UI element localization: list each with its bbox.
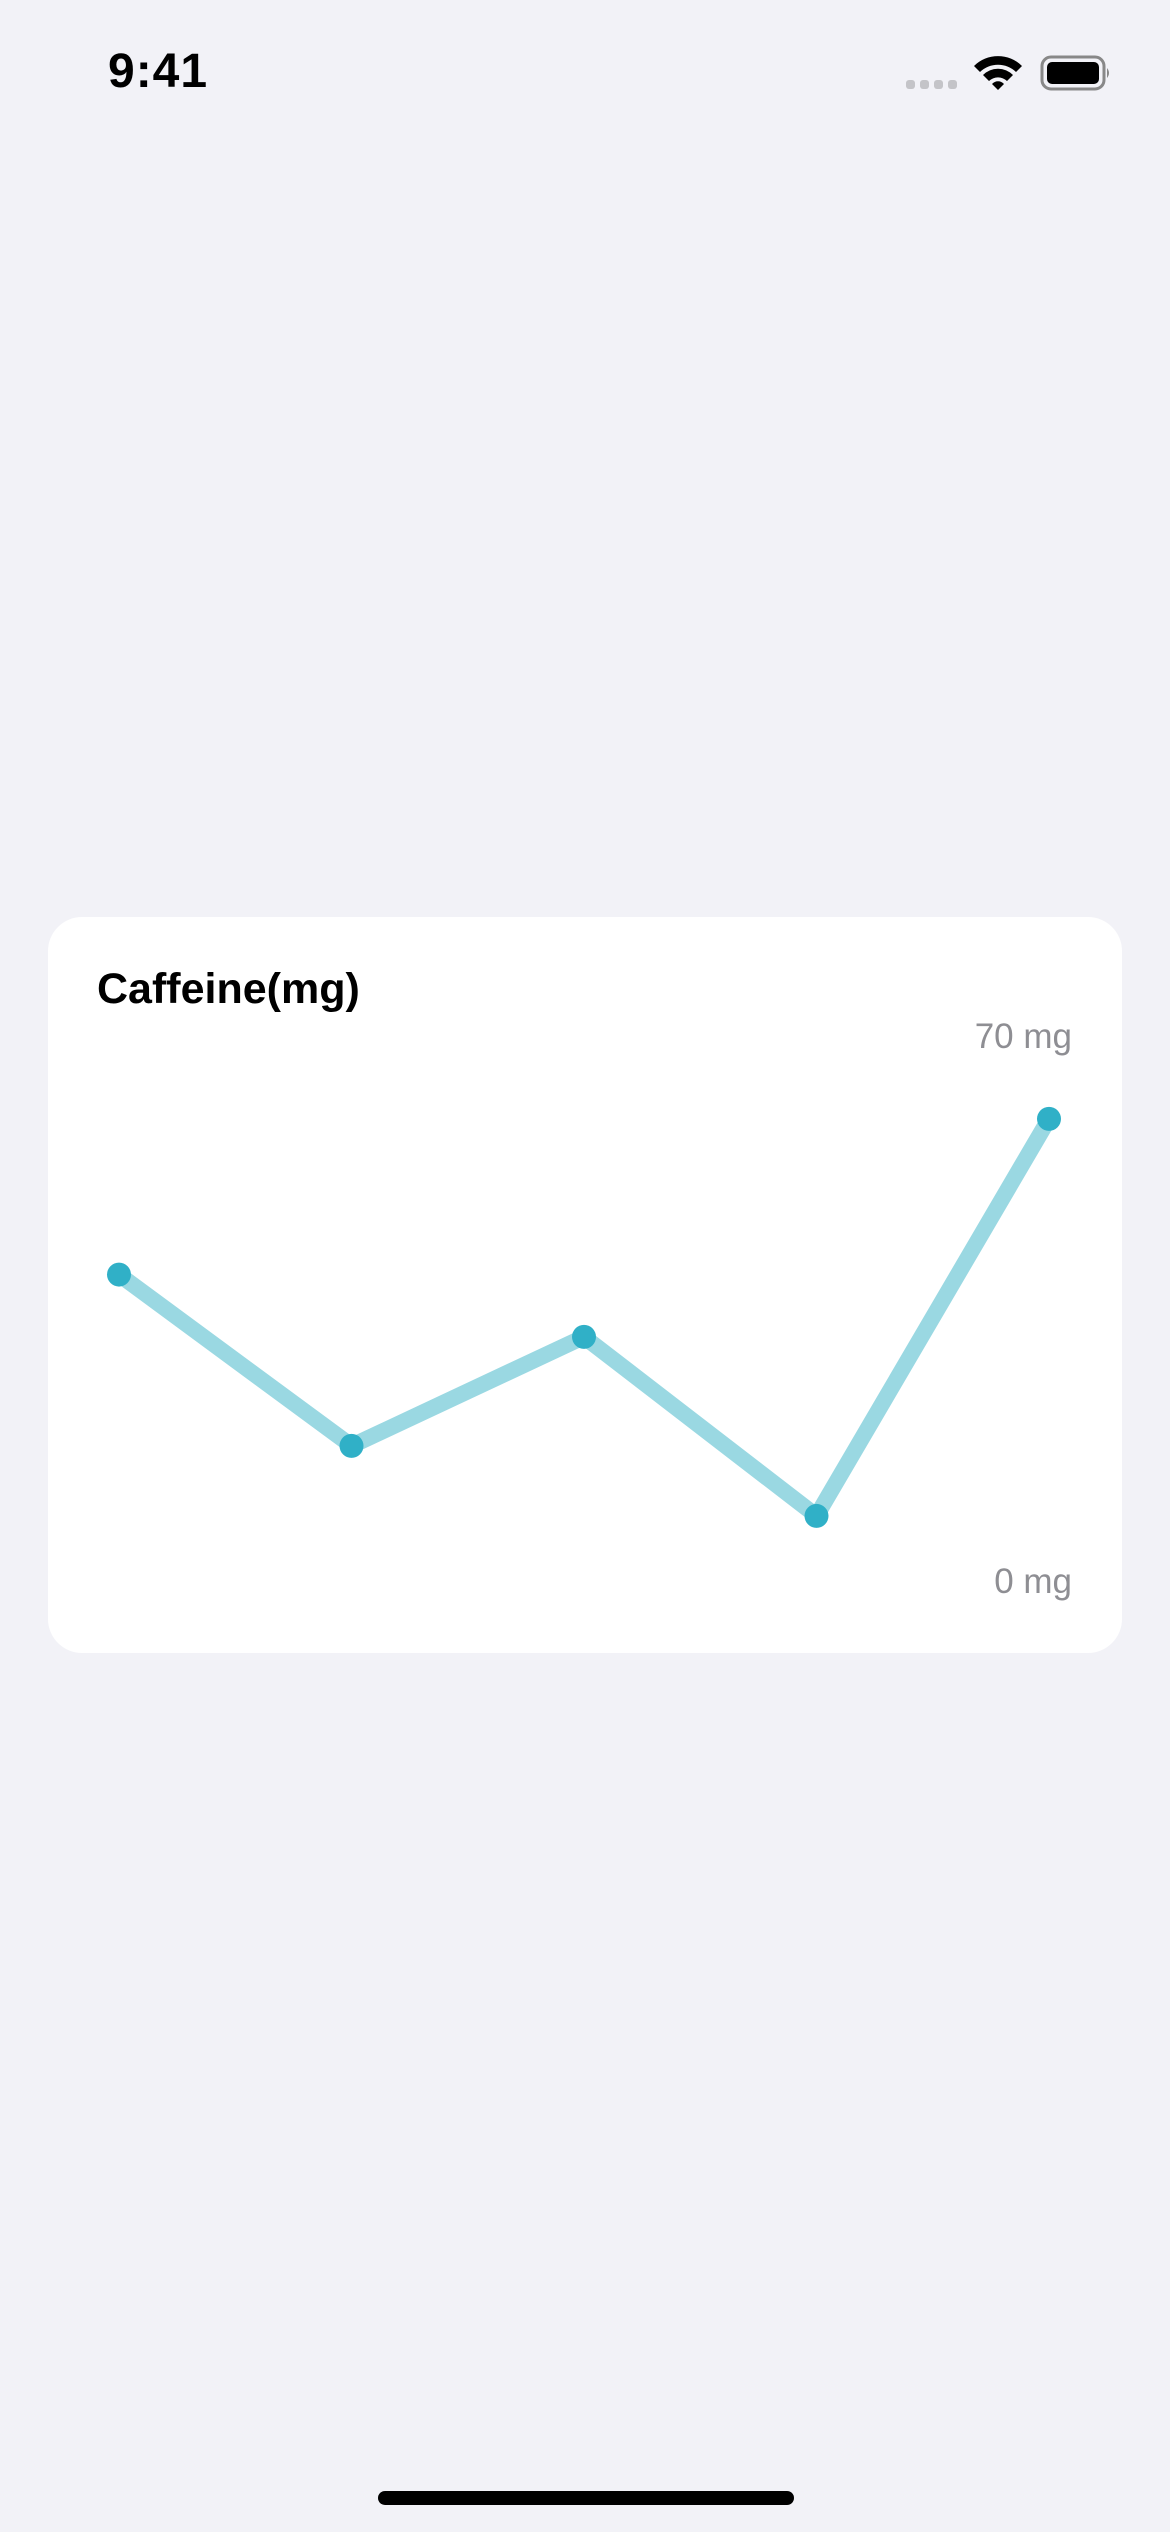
series-line xyxy=(114,1114,1056,1524)
data-point-2 xyxy=(339,1433,364,1458)
data-point-3 xyxy=(572,1324,596,1349)
data-point-4 xyxy=(804,1503,829,1528)
wifi-icon xyxy=(974,56,1022,90)
y-axis-min-label: 0 mg xyxy=(994,1562,1072,1601)
data-point-5 xyxy=(1037,1106,1061,1131)
chart-title: Caffeine(mg) xyxy=(97,965,360,1013)
line-chart xyxy=(107,1106,1061,1528)
caffeine-chart-card: Caffeine(mg) 70 mg 0 mg xyxy=(48,917,1122,1653)
status-time: 9:41 xyxy=(108,45,209,98)
data-point-1 xyxy=(107,1262,131,1287)
cellular-signal-icon xyxy=(906,80,957,89)
home-indicator[interactable] xyxy=(378,2491,794,2505)
battery-icon xyxy=(1040,55,1109,91)
y-axis-max-label: 70 mg xyxy=(974,1017,1072,1056)
